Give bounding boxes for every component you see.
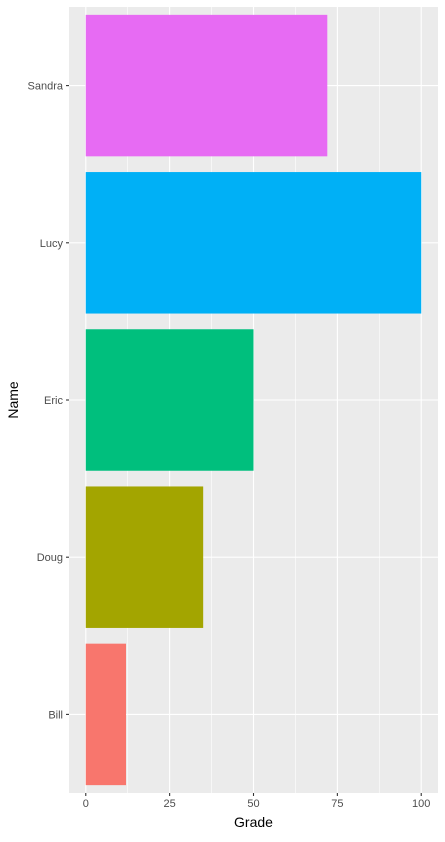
y-tick-label: Lucy xyxy=(40,238,64,250)
x-tick-label: 25 xyxy=(164,798,176,810)
x-tick-label: 100 xyxy=(412,798,430,810)
x-axis-title: Grade xyxy=(234,814,273,830)
y-axis-title: Name xyxy=(5,381,21,419)
bars xyxy=(85,14,422,786)
bar-bill xyxy=(85,643,127,786)
y-tick-label: Eric xyxy=(44,395,63,407)
x-tick-label: 75 xyxy=(331,798,343,810)
bar-doug xyxy=(85,486,204,628)
y-tick-label: Doug xyxy=(37,552,63,564)
y-tick-label: Bill xyxy=(48,709,63,721)
bar-eric xyxy=(85,329,254,471)
bar-lucy xyxy=(85,172,422,314)
bar-sandra xyxy=(85,14,328,157)
y-tick-label: Sandra xyxy=(28,81,64,93)
x-tick-label: 50 xyxy=(247,798,259,810)
y-axis: Bill Doug Eric Lucy Sandra xyxy=(28,81,69,721)
x-axis: 0 25 50 75 100 xyxy=(83,793,430,810)
x-tick-label: 0 xyxy=(83,798,89,810)
